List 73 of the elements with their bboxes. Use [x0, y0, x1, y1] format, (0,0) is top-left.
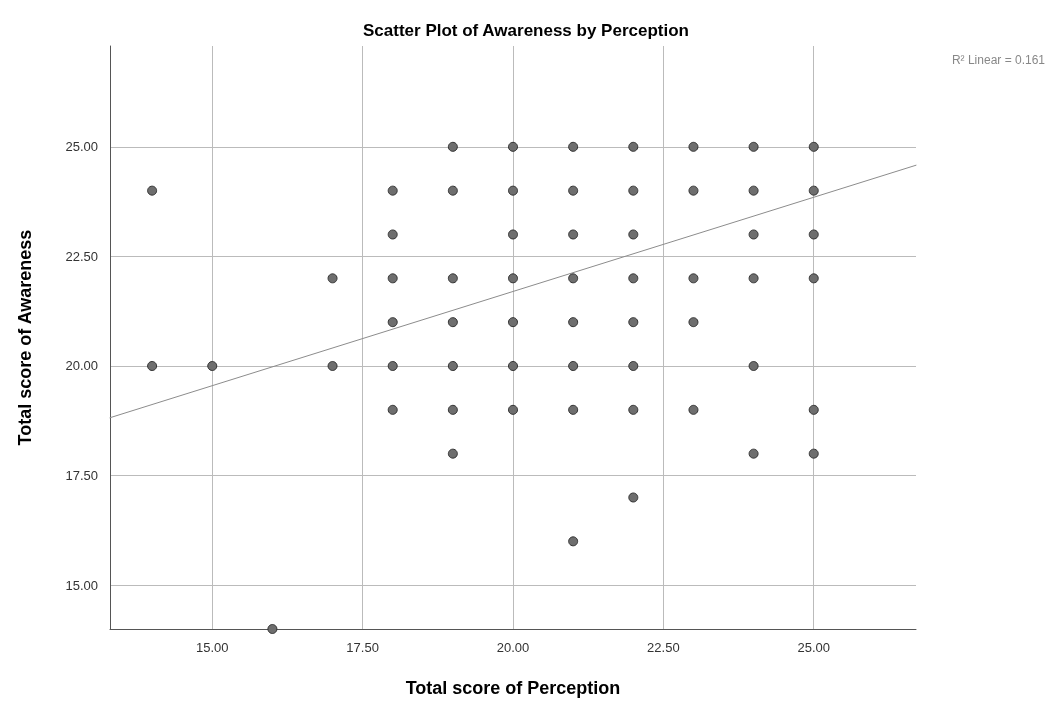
point	[387, 229, 398, 240]
point	[628, 229, 639, 240]
x-tick-label: 22.50	[647, 640, 680, 655]
point	[508, 229, 518, 240]
point	[808, 185, 819, 196]
point	[628, 273, 639, 284]
point	[568, 360, 579, 371]
point	[808, 229, 819, 240]
point	[387, 273, 398, 284]
point	[808, 404, 819, 415]
point	[688, 141, 699, 152]
point	[387, 317, 398, 328]
point	[447, 141, 458, 152]
point	[147, 360, 158, 371]
chart-title: Scatter Plot of Awareness by Perception	[363, 21, 689, 40]
point	[508, 404, 518, 415]
point	[568, 317, 579, 328]
point	[207, 360, 218, 371]
point	[508, 360, 518, 371]
point	[267, 624, 278, 634]
point	[628, 360, 639, 371]
x-tick-label: 15.00	[195, 640, 229, 655]
point	[748, 448, 759, 459]
point	[327, 360, 338, 371]
point	[748, 141, 759, 152]
point	[147, 185, 158, 196]
point	[447, 404, 458, 415]
x-tick-label: 17.50	[346, 640, 379, 655]
point	[447, 360, 458, 371]
point	[628, 141, 639, 152]
y-tick-label: 17.50	[65, 468, 98, 484]
point	[387, 404, 398, 415]
point	[628, 185, 639, 196]
x-axis-title: Total score of Perception	[405, 678, 621, 698]
point	[748, 360, 759, 371]
point	[688, 185, 699, 196]
point	[447, 273, 458, 284]
point	[568, 536, 579, 547]
point	[508, 317, 518, 328]
point	[748, 273, 759, 284]
y-tick-label: 22.50	[65, 248, 98, 264]
point	[568, 185, 579, 196]
point	[628, 404, 639, 415]
point	[387, 360, 398, 371]
point	[628, 492, 639, 503]
point	[508, 273, 518, 284]
point	[568, 141, 579, 152]
point	[568, 229, 579, 240]
point	[748, 185, 759, 196]
x-tick-label: 20.00	[496, 640, 530, 655]
point	[688, 404, 699, 415]
point	[387, 185, 398, 196]
point	[808, 141, 819, 152]
point	[447, 448, 458, 459]
point	[688, 317, 699, 328]
y-axis-title: Total score of Awareness	[15, 229, 35, 446]
point	[327, 273, 338, 284]
point	[568, 404, 579, 415]
point	[508, 141, 518, 152]
point	[808, 273, 819, 284]
y-tick-label: 20.00	[65, 358, 98, 374]
point	[508, 185, 518, 196]
point	[688, 273, 699, 284]
y-tick-label: 25.00	[65, 139, 98, 155]
point	[808, 448, 819, 459]
y-tick-label: 15.00	[65, 577, 98, 593]
x-tick-label: 25.00	[797, 640, 831, 655]
point	[447, 185, 458, 196]
point	[447, 317, 458, 328]
point	[568, 273, 579, 284]
point	[748, 229, 759, 240]
point	[628, 317, 639, 328]
text: R² Linear = 0.161	[951, 53, 1046, 67]
